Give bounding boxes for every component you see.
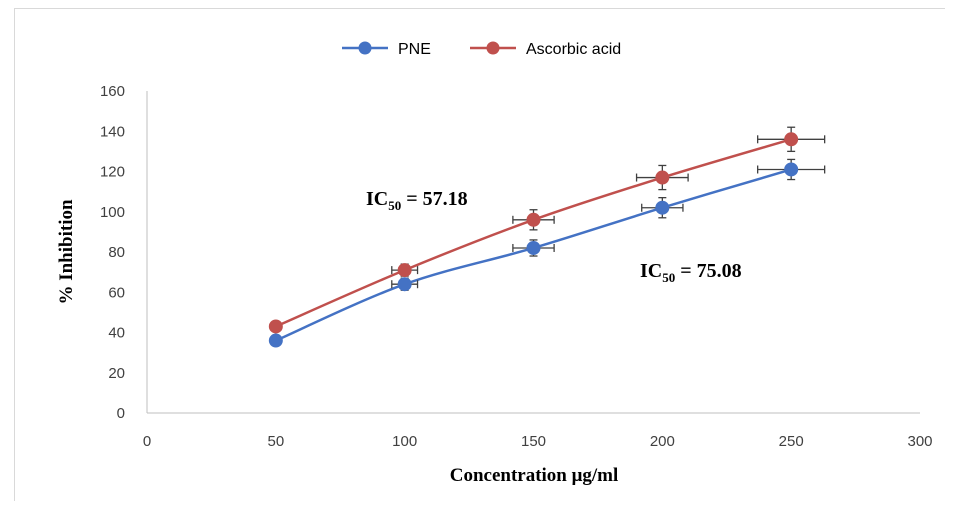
ascorbic-acid-legend-label: Ascorbic acid: [526, 41, 621, 58]
ascorbic-acid-data-point: [784, 132, 799, 147]
ascorbic-acid-series-line: [275, 138, 792, 328]
ascorbic-acid-data-point: [397, 263, 412, 278]
x-tick-label: 100: [392, 433, 417, 450]
pne-data-point: [784, 162, 799, 177]
plot-axes: [146, 91, 920, 414]
ascorbic-acid-data-point: [268, 319, 283, 334]
y-tick-label: 140: [100, 123, 125, 140]
ascorbic-acid-legend-marker: [486, 41, 500, 55]
x-tick-label: 50: [267, 433, 284, 450]
y-tick-label: 120: [100, 164, 125, 181]
y-tick-label: 20: [108, 365, 125, 382]
pne-data-point: [397, 277, 412, 292]
pne-data-point: [655, 200, 670, 215]
ascorbic-acid-data-point: [526, 212, 541, 227]
y-tick-label: 40: [108, 325, 125, 342]
y-tick-label: 60: [108, 284, 125, 301]
pne-legend-label: PNE: [398, 41, 431, 58]
y-tick-label: 160: [100, 83, 125, 100]
x-tick-label: 300: [907, 433, 932, 450]
ic50-pne-annotation: IC50 = 75.08: [640, 260, 742, 285]
chart-frame: [14, 8, 945, 501]
chart-legend: PNE Ascorbic acid: [342, 41, 621, 58]
x-tick-label: 200: [650, 433, 675, 450]
pne-data-point: [268, 333, 283, 348]
ascorbic-acid-data-point: [655, 170, 670, 185]
x-axis-title: Concentration μg/ml: [450, 465, 619, 486]
pne-data-point: [526, 240, 541, 255]
pne-legend-marker: [358, 41, 372, 55]
y-axis-title: % Inhibition: [56, 199, 77, 305]
y-tick-label: 0: [117, 405, 125, 422]
y-tick-label: 80: [108, 244, 125, 261]
y-tick-label: 100: [100, 204, 125, 221]
x-tick-label: 250: [779, 433, 804, 450]
x-tick-label: 0: [143, 433, 151, 450]
x-tick-label: 150: [521, 433, 546, 450]
ic50-ascorbic-annotation: IC50 = 57.18: [366, 188, 468, 213]
